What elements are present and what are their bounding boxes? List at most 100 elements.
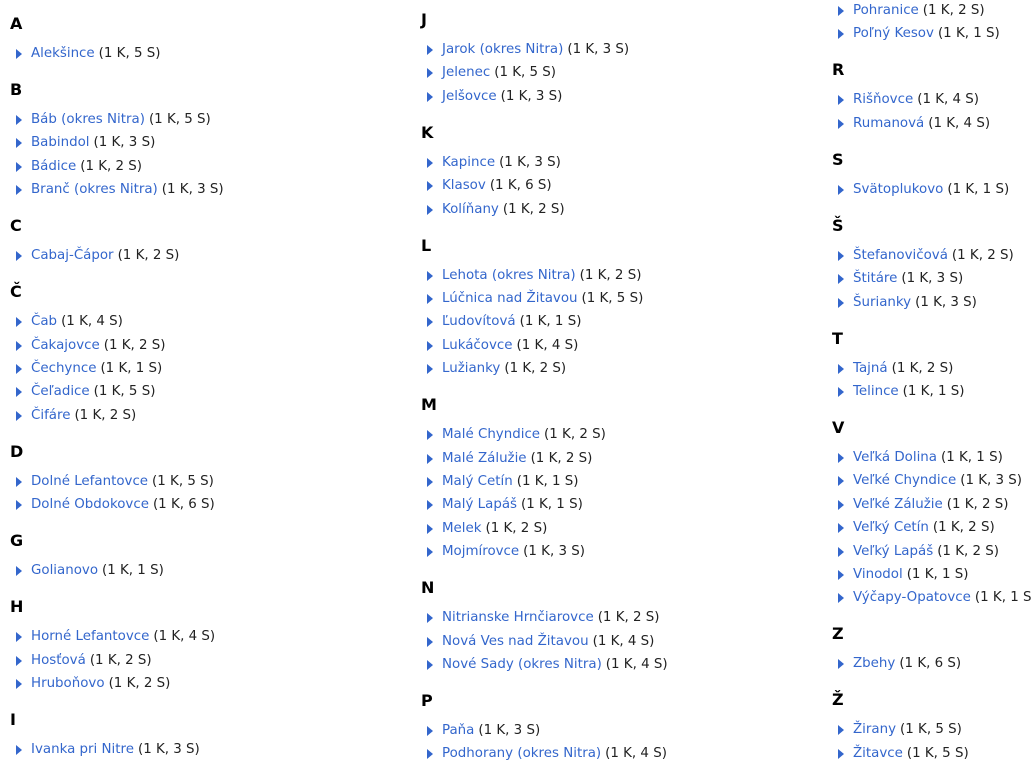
expand-arrow[interactable]: [838, 659, 844, 670]
category-link[interactable]: Malý Cetín (1 K, 1 S): [442, 472, 579, 492]
expand-arrow[interactable]: [16, 566, 22, 577]
category-link[interactable]: Vinodol (1 K, 1 S): [853, 565, 968, 585]
expand-arrow[interactable]: [427, 45, 433, 55]
category-link[interactable]: Alekšince (1 K, 5 S): [31, 44, 160, 64]
expand-arrow[interactable]: [427, 364, 433, 375]
category-link[interactable]: Štitáre (1 K, 3 S): [853, 269, 963, 289]
expand-arrow[interactable]: [16, 185, 22, 196]
category-link[interactable]: Čeľadice (1 K, 5 S): [31, 382, 155, 402]
category-link[interactable]: Jelenec (1 K, 5 S): [442, 63, 556, 83]
expand-arrow[interactable]: [838, 29, 844, 40]
expand-arrow[interactable]: [16, 138, 22, 149]
expand-arrow[interactable]: [838, 363, 844, 374]
expand-arrow[interactable]: [427, 204, 433, 215]
category-link[interactable]: Lukáčovce (1 K, 4 S): [442, 336, 578, 356]
expand-arrow[interactable]: [16, 317, 22, 328]
category-link[interactable]: Kapince (1 K, 3 S): [442, 153, 561, 173]
category-link[interactable]: Hruboňovo (1 K, 2 S): [31, 674, 170, 694]
category-link[interactable]: Svätoplukovo (1 K, 1 S): [853, 180, 1009, 200]
expand-arrow[interactable]: [16, 655, 22, 666]
category-link[interactable]: Malý Lapáš (1 K, 1 S): [442, 495, 583, 515]
expand-arrow[interactable]: [427, 181, 433, 192]
category-link[interactable]: Cabaj-Čápor (1 K, 2 S): [31, 246, 179, 266]
category-link[interactable]: Čakajovce (1 K, 2 S): [31, 336, 166, 356]
expand-arrow[interactable]: [427, 477, 433, 487]
expand-arrow[interactable]: [16, 387, 22, 398]
expand-arrow[interactable]: [427, 523, 433, 534]
category-link[interactable]: Šurianky (1 K, 3 S): [853, 293, 977, 313]
expand-arrow[interactable]: [838, 725, 844, 736]
category-link[interactable]: Nová Ves nad Žitavou (1 K, 4 S): [442, 632, 654, 652]
expand-arrow[interactable]: [427, 157, 433, 168]
expand-arrow[interactable]: [838, 570, 844, 580]
category-link[interactable]: Lužianky (1 K, 2 S): [442, 359, 566, 379]
expand-arrow[interactable]: [838, 523, 844, 534]
category-link[interactable]: Dolné Lefantovce (1 K, 5 S): [31, 472, 214, 492]
category-link[interactable]: Lúčnica nad Žitavou (1 K, 5 S): [442, 289, 643, 309]
expand-arrow[interactable]: [427, 91, 433, 102]
expand-arrow[interactable]: [838, 387, 844, 397]
category-link[interactable]: Bádice (1 K, 2 S): [31, 157, 142, 177]
category-link[interactable]: Rumanová (1 K, 4 S): [853, 114, 990, 134]
expand-arrow[interactable]: [427, 68, 433, 79]
category-link[interactable]: Čifáre (1 K, 2 S): [31, 406, 136, 426]
category-link[interactable]: Podhorany (okres Nitra) (1 K, 4 S): [442, 744, 667, 764]
expand-arrow[interactable]: [427, 749, 433, 760]
expand-arrow[interactable]: [427, 453, 433, 464]
category-link[interactable]: Báb (okres Nitra) (1 K, 5 S): [31, 110, 211, 130]
category-link[interactable]: Hosťová (1 K, 2 S): [31, 651, 152, 671]
expand-arrow[interactable]: [427, 547, 433, 558]
expand-arrow[interactable]: [16, 410, 22, 421]
expand-arrow[interactable]: [427, 726, 433, 736]
category-link[interactable]: Telince (1 K, 1 S): [853, 382, 964, 402]
category-link[interactable]: Poľný Kesov (1 K, 1 S): [853, 24, 1000, 44]
category-link[interactable]: Žitavce (1 K, 5 S): [853, 744, 969, 764]
category-link[interactable]: Nitrianske Hrnčiarovce (1 K, 2 S): [442, 608, 660, 628]
category-link[interactable]: Jelšovce (1 K, 3 S): [442, 87, 562, 107]
expand-arrow[interactable]: [16, 49, 22, 59]
expand-arrow[interactable]: [838, 118, 844, 129]
category-link[interactable]: Nové Sady (okres Nitra) (1 K, 4 S): [442, 655, 668, 675]
expand-arrow[interactable]: [16, 632, 22, 643]
expand-arrow[interactable]: [838, 6, 844, 16]
category-link[interactable]: Veľká Dolina (1 K, 1 S): [853, 448, 1003, 468]
expand-arrow[interactable]: [16, 161, 22, 172]
category-link[interactable]: Klasov (1 K, 6 S): [442, 176, 552, 196]
category-link[interactable]: Babindol (1 K, 3 S): [31, 133, 155, 153]
category-link[interactable]: Veľké Zálužie (1 K, 2 S): [853, 495, 1009, 515]
category-link[interactable]: Ľudovítová (1 K, 1 S): [442, 312, 581, 332]
category-link[interactable]: Pohranice (1 K, 2 S): [853, 1, 985, 21]
expand-arrow[interactable]: [427, 500, 433, 511]
expand-arrow[interactable]: [838, 499, 844, 510]
category-link[interactable]: Čab (1 K, 4 S): [31, 312, 123, 332]
expand-arrow[interactable]: [838, 95, 844, 106]
category-link[interactable]: Paňa (1 K, 3 S): [442, 721, 540, 741]
category-link[interactable]: Veľký Lapáš (1 K, 2 S): [853, 542, 999, 562]
category-link[interactable]: Lehota (okres Nitra) (1 K, 2 S): [442, 266, 641, 286]
expand-arrow[interactable]: [838, 453, 844, 463]
expand-arrow[interactable]: [16, 115, 22, 125]
category-link[interactable]: Veľký Cetín (1 K, 2 S): [853, 518, 995, 538]
expand-arrow[interactable]: [16, 500, 22, 511]
category-link[interactable]: Rišňovce (1 K, 4 S): [853, 90, 979, 110]
expand-arrow[interactable]: [838, 593, 844, 604]
category-link[interactable]: Tajná (1 K, 2 S): [853, 359, 953, 379]
category-link[interactable]: Malé Chyndice (1 K, 2 S): [442, 425, 606, 445]
expand-arrow[interactable]: [16, 364, 22, 374]
category-link[interactable]: Mojmírovce (1 K, 3 S): [442, 542, 585, 562]
expand-arrow[interactable]: [16, 745, 22, 755]
expand-arrow[interactable]: [16, 340, 22, 351]
category-link[interactable]: Čechynce (1 K, 1 S): [31, 359, 162, 379]
category-link[interactable]: Malé Zálužie (1 K, 2 S): [442, 449, 592, 469]
category-link[interactable]: Branč (okres Nitra) (1 K, 3 S): [31, 180, 224, 200]
category-link[interactable]: Žirany (1 K, 5 S): [853, 720, 962, 740]
category-link[interactable]: Dolné Obdokovce (1 K, 6 S): [31, 495, 215, 515]
category-link[interactable]: Veľké Chyndice (1 K, 3 S): [853, 471, 1022, 491]
expand-arrow[interactable]: [427, 340, 433, 351]
category-link[interactable]: Golianovo (1 K, 1 S): [31, 561, 164, 581]
expand-arrow[interactable]: [427, 270, 433, 281]
category-link[interactable]: Ivanka pri Nitre (1 K, 3 S): [31, 740, 200, 760]
category-link[interactable]: Horné Lefantovce (1 K, 4 S): [31, 627, 215, 647]
expand-arrow[interactable]: [427, 636, 433, 647]
expand-arrow[interactable]: [16, 679, 22, 689]
